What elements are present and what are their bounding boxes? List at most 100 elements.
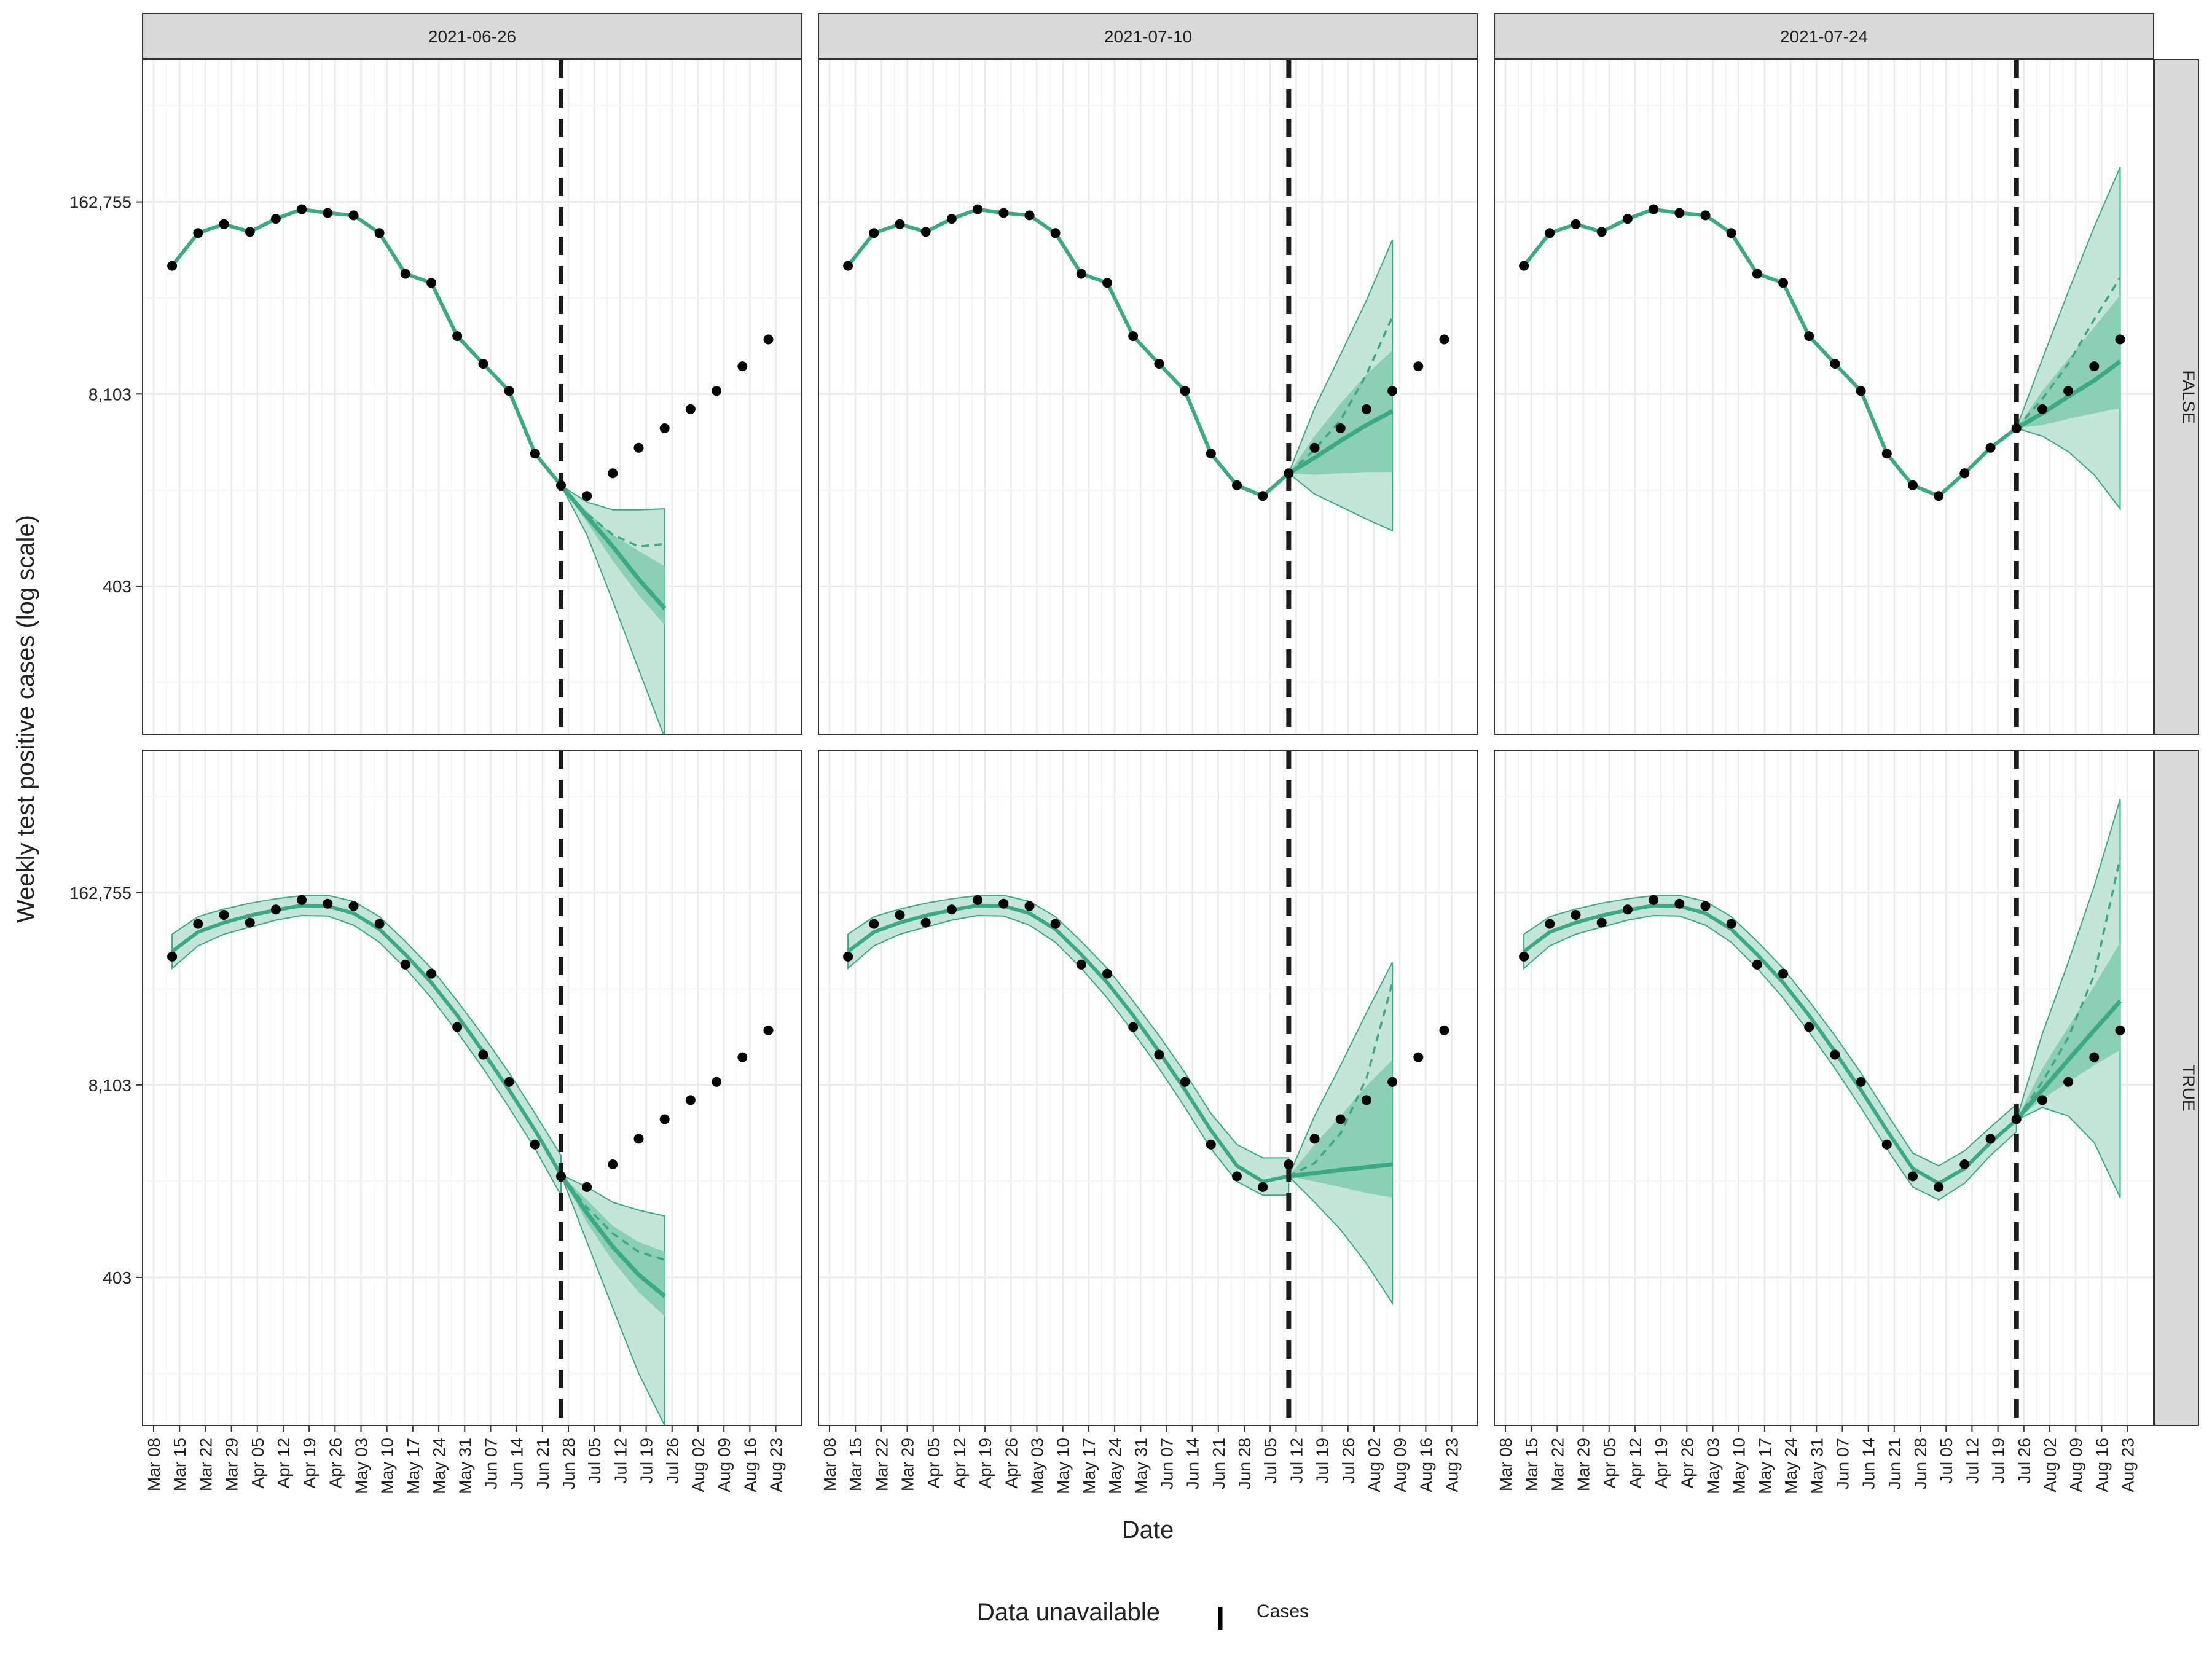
observed-point bbox=[1284, 468, 1294, 479]
column-strip bbox=[818, 13, 1478, 59]
panel-border bbox=[1494, 750, 2154, 1426]
observed-point bbox=[556, 480, 566, 490]
y-axis-title: Weekly test positive cases (log scale) bbox=[12, 515, 39, 923]
observed-point bbox=[1622, 904, 1633, 915]
axes: 403 8,103 162,755 403 8,103 162,755 Mar 08 Mar … bbox=[69, 193, 2138, 1494]
forecast-mean-line bbox=[1288, 982, 1394, 1177]
observed-point bbox=[323, 208, 333, 218]
observed-point bbox=[1309, 442, 1320, 453]
observed-point bbox=[348, 901, 359, 911]
forecast-50-band bbox=[2016, 942, 2120, 1120]
x-tick-label: Jul 26 bbox=[1339, 1438, 1358, 1484]
observed-point bbox=[1959, 1159, 1970, 1169]
panel-data bbox=[843, 750, 1449, 1426]
x-tick-label: May 31 bbox=[1131, 1438, 1150, 1494]
x-tick-label: May 24 bbox=[1105, 1438, 1124, 1494]
fit-median-line bbox=[171, 903, 563, 1176]
observed-point bbox=[2037, 1095, 2047, 1105]
row-strip-label: FALSE bbox=[2179, 370, 2198, 423]
y-tick-label: 403 bbox=[103, 577, 131, 596]
x-tick-label: Jul 12 bbox=[1287, 1438, 1306, 1484]
x-tick-label: Aug 23 bbox=[767, 1438, 786, 1492]
observed-point bbox=[1413, 1052, 1424, 1062]
observed-point bbox=[1700, 210, 1711, 221]
x-tick-label: Jul 26 bbox=[2015, 1438, 2034, 1484]
observed-point bbox=[219, 219, 229, 229]
observed-point bbox=[167, 951, 178, 962]
observed-point bbox=[1024, 901, 1035, 911]
observed-point bbox=[1335, 1114, 1346, 1124]
observed-point bbox=[1076, 959, 1086, 970]
x-tick-label: May 10 bbox=[378, 1438, 397, 1494]
x-tick-label: Apr 26 bbox=[1677, 1438, 1696, 1489]
observed-point bbox=[2089, 1052, 2100, 1062]
x-tick-label: Jul 19 bbox=[1989, 1438, 2008, 1484]
observed-point bbox=[1102, 968, 1112, 979]
forecast-mean-line bbox=[2015, 857, 2122, 1121]
x-tick-label: Aug 09 bbox=[715, 1438, 734, 1492]
observed-point bbox=[608, 468, 618, 479]
x-tick-label: Jun 28 bbox=[559, 1438, 578, 1489]
x-tick-label: Jun 21 bbox=[1209, 1438, 1228, 1489]
observed-point bbox=[504, 1077, 514, 1087]
observed-point bbox=[869, 919, 879, 929]
x-tick-label: Jun 28 bbox=[1235, 1438, 1254, 1489]
observed-point bbox=[1050, 919, 1061, 929]
observed-point bbox=[1206, 1139, 1216, 1150]
observed-point bbox=[1674, 208, 1685, 218]
observed-point bbox=[245, 227, 255, 237]
observed-point bbox=[193, 919, 203, 929]
x-tick-label: Aug 09 bbox=[2066, 1438, 2085, 1492]
panel-border bbox=[142, 750, 802, 1426]
observed-point bbox=[1050, 228, 1061, 238]
fit-interval-band bbox=[1523, 895, 2017, 1201]
observed-point bbox=[2011, 423, 2022, 433]
observed-point bbox=[1674, 898, 1685, 909]
x-tick-label: May 17 bbox=[404, 1438, 423, 1494]
x-tick-label: Aug 16 bbox=[1416, 1438, 1435, 1492]
observed-point bbox=[582, 491, 592, 501]
observed-point bbox=[400, 269, 410, 279]
x-tick-label: May 24 bbox=[429, 1438, 449, 1494]
observed-point bbox=[1596, 917, 1607, 928]
observed-point bbox=[1985, 442, 1996, 453]
observed-point bbox=[478, 1049, 488, 1060]
x-tick-label: Jul 19 bbox=[1313, 1438, 1332, 1484]
observed-point bbox=[167, 261, 178, 271]
observed-point bbox=[763, 334, 774, 345]
x-tick-label: Aug 02 bbox=[689, 1438, 708, 1492]
observed-point bbox=[1519, 951, 1529, 962]
facet-panels bbox=[142, 59, 2154, 1426]
y-tick-label: 162,755 bbox=[69, 193, 131, 212]
x-tick-label: Jun 07 bbox=[481, 1438, 500, 1489]
observed-point bbox=[1649, 895, 1659, 905]
observed-point bbox=[895, 219, 905, 229]
column-strip bbox=[1494, 13, 2154, 59]
panel-data bbox=[167, 750, 774, 1426]
observed-point bbox=[1258, 491, 1268, 501]
fit-median-line bbox=[170, 207, 563, 487]
observed-point bbox=[1881, 449, 1892, 459]
x-tick-label: Mar 08 bbox=[144, 1438, 163, 1491]
observed-point bbox=[1180, 386, 1190, 396]
observed-point bbox=[1439, 334, 1449, 345]
panel-border bbox=[818, 750, 1478, 1426]
observed-point bbox=[946, 214, 957, 224]
observed-point bbox=[1545, 919, 1555, 929]
observed-point bbox=[530, 449, 540, 459]
forecast-median-line bbox=[1288, 1162, 1393, 1179]
x-tick-label: Jun 14 bbox=[1859, 1438, 1878, 1489]
observed-point bbox=[1232, 480, 1242, 490]
observed-point bbox=[920, 917, 931, 928]
x-tick-label: May 17 bbox=[1755, 1438, 1775, 1494]
panel-background bbox=[143, 60, 802, 734]
forecast-mean-line bbox=[560, 1174, 665, 1261]
x-tick-label: May 10 bbox=[1730, 1438, 1749, 1494]
x-tick-label: Mar 29 bbox=[1574, 1438, 1593, 1491]
column-strip-label: 2021-06-26 bbox=[428, 27, 516, 46]
observed-point bbox=[2115, 1025, 2125, 1035]
panel-border bbox=[142, 59, 802, 735]
observed-point bbox=[1649, 204, 1659, 214]
observed-point bbox=[1726, 919, 1736, 929]
